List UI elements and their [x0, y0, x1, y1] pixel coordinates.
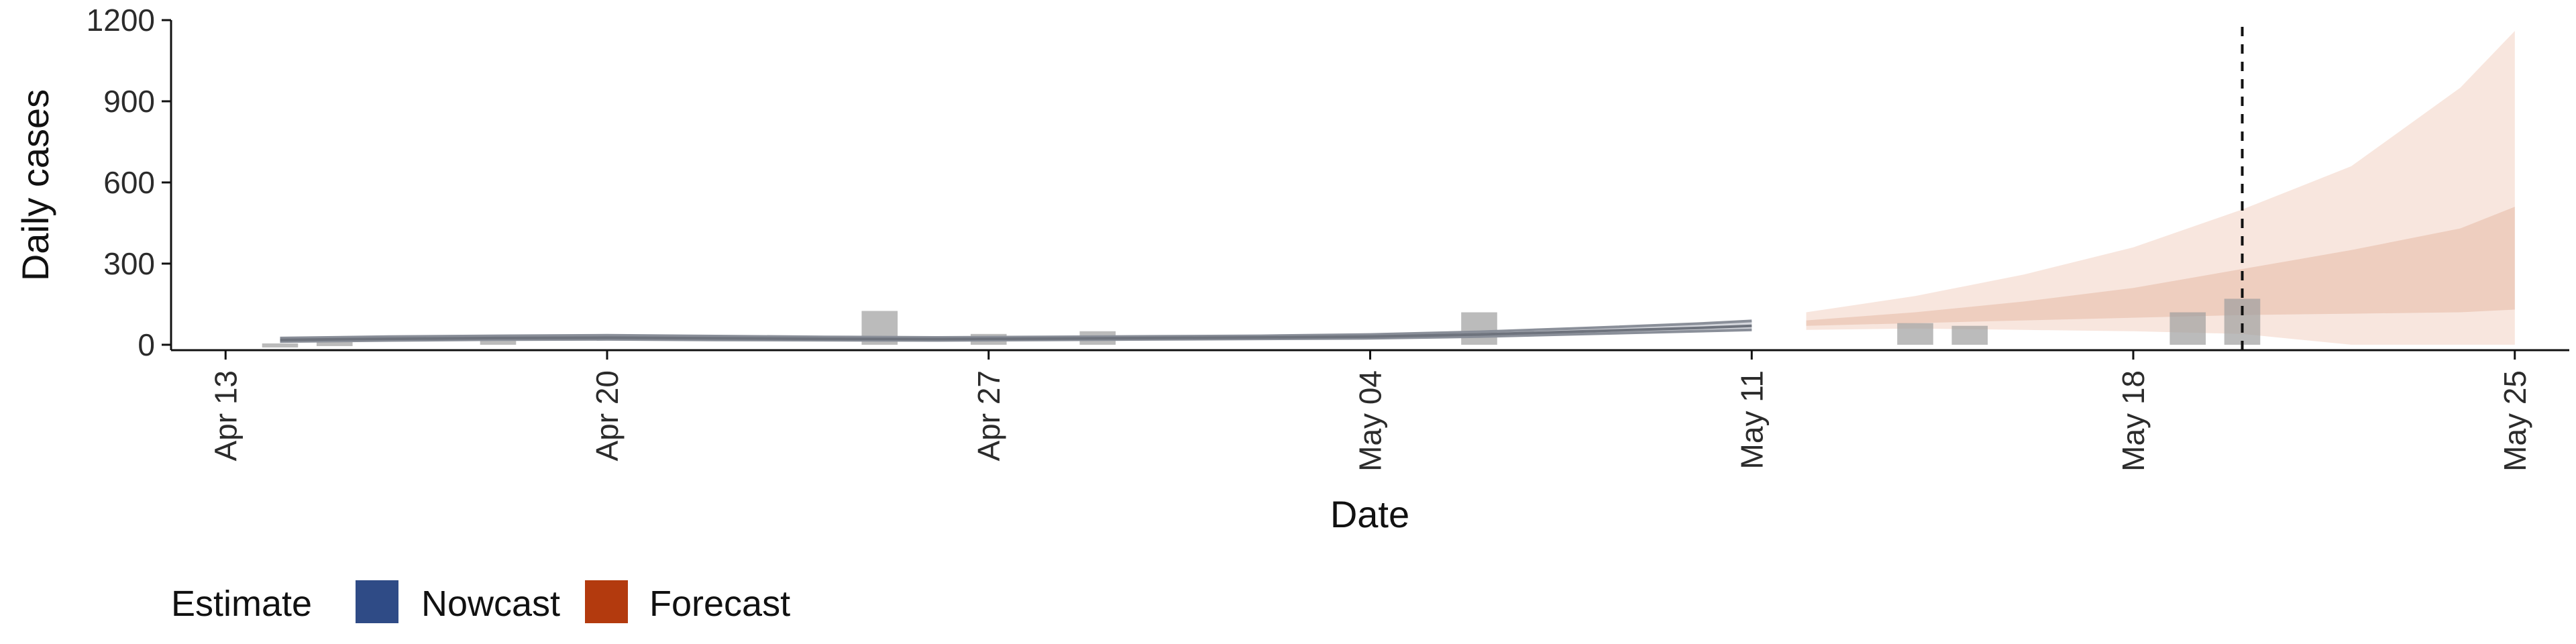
- y-tick-label: 900: [103, 84, 155, 119]
- y-axis-title: Daily cases: [14, 89, 56, 281]
- observed-case-bar: [1951, 325, 1988, 345]
- legend: Estimate Nowcast Forecast: [171, 580, 790, 624]
- series-lines: [280, 319, 1752, 343]
- legend-title: Estimate: [171, 584, 312, 624]
- y-tick-label: 300: [103, 246, 155, 281]
- x-tick-label: May 04: [1353, 370, 1388, 472]
- legend-swatch-nowcast: [356, 580, 398, 623]
- x-tick-label: Apr 20: [590, 370, 625, 462]
- x-tick-label: Apr 13: [208, 370, 243, 462]
- x-tick-label: Apr 27: [971, 370, 1006, 462]
- uncertainty-bands: [280, 31, 2515, 345]
- y-axis: 0 300 600 900 1200: [87, 3, 171, 362]
- y-tick-label: 600: [103, 165, 155, 200]
- observed-case-bar: [262, 343, 299, 347]
- y-tick-label: 0: [138, 327, 155, 362]
- x-axis-title: Date: [1330, 493, 1409, 535]
- observed-case-bar: [1897, 323, 1933, 345]
- x-axis: Apr 13 Apr 20 Apr 27 May 04 May 11 May 18 May …: [208, 350, 2532, 472]
- observed-case-bar: [2169, 312, 2206, 345]
- y-tick-label: 1200: [87, 3, 155, 38]
- observed-case-bar: [2224, 299, 2261, 345]
- forecast-inner-band: [1806, 207, 2515, 326]
- nowcast-median-line: [280, 324, 1752, 341]
- legend-swatch-forecast: [585, 580, 628, 623]
- x-tick-label: May 11: [1734, 370, 1769, 469]
- x-tick-label: May 25: [2498, 370, 2532, 472]
- observed-case-bar: [316, 341, 353, 346]
- nowcast-upper-line: [280, 319, 1752, 339]
- observed-case-bar: [480, 340, 517, 345]
- legend-label-nowcast: Nowcast: [421, 584, 560, 624]
- legend-label-forecast: Forecast: [649, 584, 790, 624]
- observed-case-bar: [1461, 312, 1497, 345]
- x-tick-label: May 18: [2116, 370, 2151, 472]
